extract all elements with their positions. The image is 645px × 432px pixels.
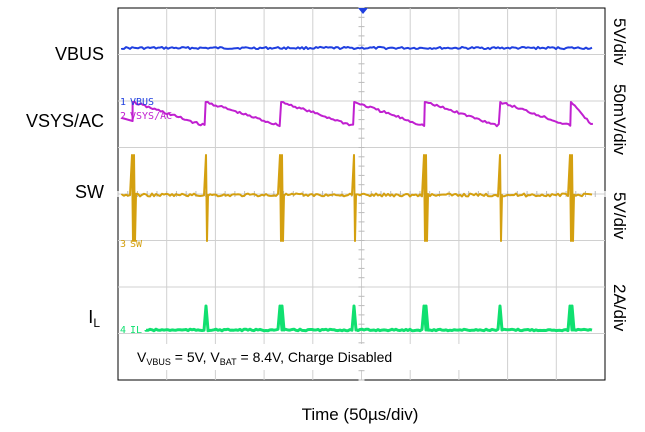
channel-label-il: IL <box>88 307 100 330</box>
channel-number: 2 <box>120 111 126 122</box>
traces <box>121 45 593 333</box>
trigger-marker <box>358 8 368 14</box>
scale-label-sw: 5V/div <box>610 192 629 240</box>
scale-label-vsys: 50mV/div <box>610 84 629 155</box>
channel-number: 3 <box>120 239 126 250</box>
channel-tag-text: IL <box>130 325 142 336</box>
channel-number: 1 <box>120 97 126 108</box>
condition-annotation: VVBUS = 5V, VBAT = 8.4V, Charge Disabled <box>137 349 392 367</box>
trace-sw <box>121 154 593 242</box>
channel-tags: 1 VBUS 2 VSYS/AC 3 SW 4 IL <box>120 97 172 336</box>
trace-vbus <box>121 45 593 51</box>
channel-label-vbus: VBUS <box>55 44 104 64</box>
scale-label-vbus: 5V/div <box>610 18 629 66</box>
channel-tag-il: 4 IL <box>120 325 142 336</box>
channel-tag-text: SW <box>130 239 143 250</box>
channel-tag-text: VSYS/AC <box>130 111 172 122</box>
channel-label-vsys: VSYS/AC <box>26 111 104 131</box>
trace-il <box>144 304 593 333</box>
channel-tag-vbus: 1 VBUS <box>120 97 154 108</box>
trace-vsys-ac <box>121 100 593 128</box>
x-axis-label: Time (50µs/div) <box>302 405 419 424</box>
channel-number: 4 <box>120 325 126 336</box>
scale-label-il: 2A/div <box>610 284 629 332</box>
channel-label-sw: SW <box>75 182 104 202</box>
channel-tag-sw: 3 SW <box>120 239 143 250</box>
channel-tag-vsys-ac: 2 VSYS/AC <box>120 111 172 122</box>
channel-tag-text: VBUS <box>130 97 154 108</box>
annotation-box <box>127 344 460 370</box>
